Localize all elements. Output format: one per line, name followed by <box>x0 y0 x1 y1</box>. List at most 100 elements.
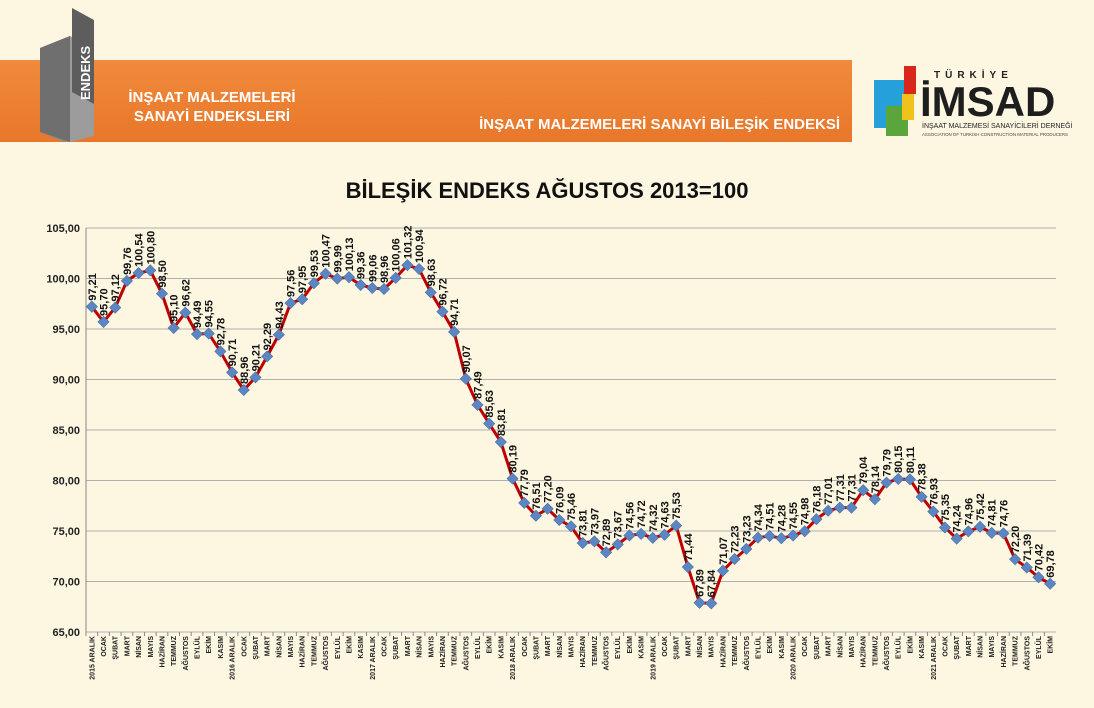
x-tick-label: NİSAN <box>135 636 143 658</box>
data-point <box>611 538 624 551</box>
data-point <box>693 596 706 609</box>
x-tick-label: MAYIS <box>709 636 716 658</box>
data-label: 77,79 <box>519 469 531 497</box>
data-label: 74,32 <box>648 504 660 532</box>
y-tick-label: 105,00 <box>46 223 80 235</box>
x-tick-label: NİSAN <box>556 636 564 658</box>
x-tick-label: 2017 ARALIK <box>370 636 377 680</box>
data-label: 73,81 <box>578 509 590 537</box>
banner-title: İNŞAAT MALZEMELERİ SANAYİ ENDEKSLERİ <box>112 88 312 126</box>
banner-subtitle: İNŞAAT MALZEMELERİ SANAYİ BİLEŞİK ENDEKS… <box>479 116 840 133</box>
y-tick-label: 95,00 <box>52 324 80 336</box>
data-label: 92,29 <box>262 323 274 351</box>
data-label: 69,78 <box>1045 550 1057 578</box>
logo-block-red <box>904 66 916 94</box>
data-point <box>319 267 332 280</box>
brand-line1: İNŞAAT MALZEMESİ SANAYİCİLERİ DERNEĞİ <box>922 121 1073 130</box>
data-point <box>109 301 122 314</box>
data-label: 94,71 <box>449 298 461 326</box>
data-label: 75,46 <box>566 493 578 521</box>
data-point <box>237 383 250 397</box>
x-tick-label: EKİM <box>486 636 494 654</box>
logo-block-yellow <box>902 94 914 120</box>
data-point <box>635 527 648 540</box>
data-point <box>378 282 391 296</box>
data-label: 74,55 <box>788 502 800 530</box>
data-point <box>950 532 963 545</box>
x-tick-label: HAZİRAN <box>158 636 166 668</box>
data-point <box>1009 553 1022 566</box>
x-tick-label: AĞUSTOS <box>1022 636 1031 671</box>
data-point <box>471 398 484 411</box>
x-tick-label: KASIM <box>919 636 926 659</box>
data-label: 72,89 <box>601 519 613 547</box>
data-label: 74,34 <box>753 503 765 531</box>
data-point <box>284 297 297 310</box>
x-tick-label: AĞUSTOS <box>181 636 190 671</box>
endeks-logo: ENDEKS <box>40 8 94 142</box>
x-tick-label: ŞUBAT <box>393 635 400 659</box>
data-label: 97,56 <box>286 270 298 298</box>
x-tick-label: HAZİRAN <box>439 636 447 668</box>
data-label: 76,18 <box>811 486 823 514</box>
data-label: 71,39 <box>1022 534 1034 562</box>
data-label: 99,99 <box>332 245 344 273</box>
data-point <box>681 560 694 573</box>
y-tick-label: 75,00 <box>52 526 80 538</box>
data-point <box>857 484 870 497</box>
y-tick-label: 70,00 <box>52 577 80 589</box>
data-label: 79,79 <box>882 449 894 477</box>
x-tick-label: OCAK <box>942 636 949 657</box>
x-tick-label: 2021 ARALIK <box>931 636 938 680</box>
x-tick-label: AĞUSTOS <box>461 636 470 671</box>
data-point <box>342 271 355 284</box>
data-label: 95,10 <box>169 294 181 322</box>
data-label: 74,98 <box>800 498 812 526</box>
data-point <box>962 525 975 538</box>
x-tick-label: AĞUSTOS <box>602 636 611 671</box>
data-label: 100,13 <box>344 238 356 272</box>
x-tick-label: MART <box>265 635 272 656</box>
data-label: 76,93 <box>928 478 940 506</box>
chart-title: BİLEŞİK ENDEKS AĞUSTOS 2013=100 <box>345 178 749 203</box>
x-tick-label: MAYIS <box>428 636 435 658</box>
x-tick-label: OCAK <box>522 636 529 657</box>
data-point <box>389 271 402 284</box>
data-point <box>296 293 309 306</box>
data-point <box>97 315 110 328</box>
data-point <box>179 306 192 319</box>
x-tick-label: ŞUBAT <box>253 635 260 659</box>
data-label: 90,07 <box>461 345 473 373</box>
data-label: 79,04 <box>858 456 870 484</box>
data-point <box>494 436 507 449</box>
brand-top: TÜRKİYE <box>934 68 1013 81</box>
x-tick-label: TEMMUZ <box>592 635 599 666</box>
data-label: 74,96 <box>963 498 975 526</box>
imsad-logo: TÜRKİYE İMSAD İNŞAAT MALZEMESİ SANAYİCİL… <box>874 66 1073 137</box>
x-tick-label: 2016 ARALIK <box>230 636 237 680</box>
data-point <box>366 281 379 295</box>
data-label: 101,32 <box>402 226 414 260</box>
data-point <box>646 531 659 544</box>
data-label: 90,71 <box>227 339 239 367</box>
x-tick-label: ŞUBAT <box>674 635 681 659</box>
data-label: 67,84 <box>706 569 718 597</box>
data-label: 99,36 <box>356 251 368 279</box>
data-point <box>155 287 168 300</box>
x-tick-label: ŞUBAT <box>113 635 120 659</box>
data-label: 70,42 <box>1033 544 1045 572</box>
data-label: 80,19 <box>508 445 520 473</box>
banner-title-line2: SANAYİ ENDEKSLERİ <box>133 108 291 125</box>
data-point <box>120 274 133 287</box>
y-tick-label: 85,00 <box>52 425 80 437</box>
data-point <box>892 472 905 485</box>
data-point <box>798 525 811 538</box>
x-tick-label: EYLÜL <box>894 635 903 659</box>
data-point <box>938 521 951 534</box>
data-label: 74,56 <box>624 502 636 530</box>
data-point <box>600 546 613 559</box>
data-point <box>880 476 893 489</box>
x-tick-label: HAZİRAN <box>299 636 307 668</box>
data-point <box>716 564 729 577</box>
